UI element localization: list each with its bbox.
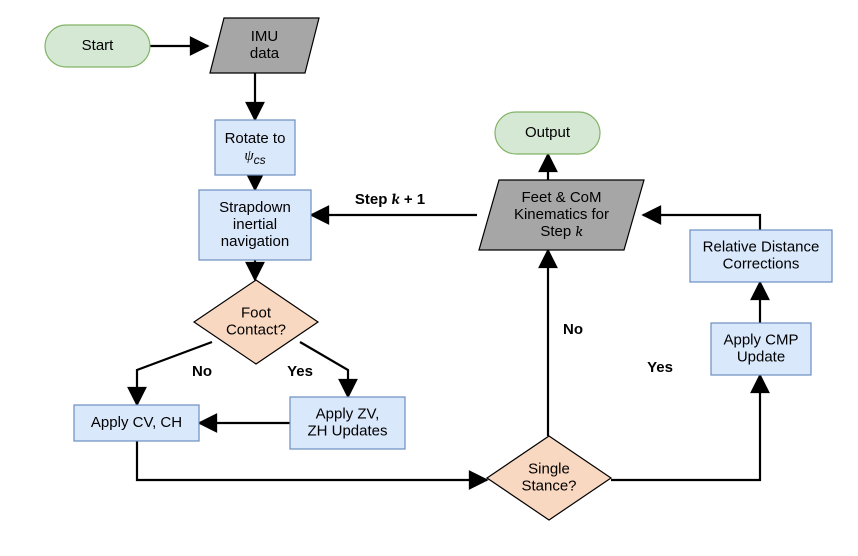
edges-layer: Yes No Yes No Step k + 1	[137, 46, 760, 480]
node-rotate-text: Rotate to	[225, 130, 286, 147]
node-stanceq-text: Stance?	[521, 477, 576, 494]
node-cmp-text: Apply CMP	[723, 331, 798, 348]
node-reldist-text: Relative Distance	[703, 238, 820, 255]
edge-label: Yes	[287, 363, 313, 380]
node-output: Output	[495, 112, 600, 154]
node-footq-text: Foot	[241, 304, 272, 321]
node-stanceq-text: Single	[528, 460, 570, 477]
node-zv-text: ZH Updates	[307, 422, 387, 439]
node-cvch-text: Apply CV, CH	[91, 414, 182, 431]
node-imu-text: data	[250, 45, 280, 62]
node-imu-text: IMU	[251, 28, 279, 45]
node-feet: Feet & CoMKinematics forStep k	[479, 180, 644, 250]
nodes-layer: Start IMUdata Rotate toψcs Strapdowninertia…	[45, 18, 832, 520]
node-zv: Apply ZV,ZH Updates	[290, 397, 405, 449]
edge-stanceq-to-cmp	[611, 375, 760, 480]
node-strap: Strapdowninertialnavigation	[199, 190, 311, 260]
node-rotate: Rotate toψcs	[215, 120, 295, 175]
node-imu: IMUdata	[210, 18, 319, 73]
edge-label: Yes	[647, 359, 673, 376]
edge-reldist-to-feet	[643, 215, 760, 230]
node-strap-text: Strapdown	[219, 199, 291, 216]
node-feet-text: Feet & CoM	[521, 189, 601, 206]
node-feet-text: Kinematics for	[514, 206, 609, 223]
node-feet-text: Step k	[540, 222, 583, 240]
node-cvch: Apply CV, CH	[74, 405, 199, 441]
node-start-text: Start	[82, 37, 115, 54]
node-stanceq: SingleStance?	[487, 436, 611, 520]
node-reldist: Relative DistanceCorrections	[690, 230, 832, 282]
node-reldist-text: Corrections	[723, 255, 800, 272]
edge-label-step: Step k + 1	[355, 190, 425, 208]
node-zv-text: Apply ZV,	[316, 405, 380, 422]
edge-label: No	[563, 321, 583, 338]
node-footq: FootContact?	[194, 280, 318, 364]
node-strap-text: inertial	[233, 216, 277, 233]
node-output-text: Output	[525, 124, 571, 141]
edge-label: No	[192, 363, 212, 380]
node-cmp-text: Update	[737, 348, 785, 365]
node-strap-text: navigation	[221, 233, 289, 250]
node-start: Start	[45, 25, 150, 67]
node-cmp: Apply CMPUpdate	[711, 323, 811, 375]
node-footq-text: Contact?	[226, 321, 286, 338]
